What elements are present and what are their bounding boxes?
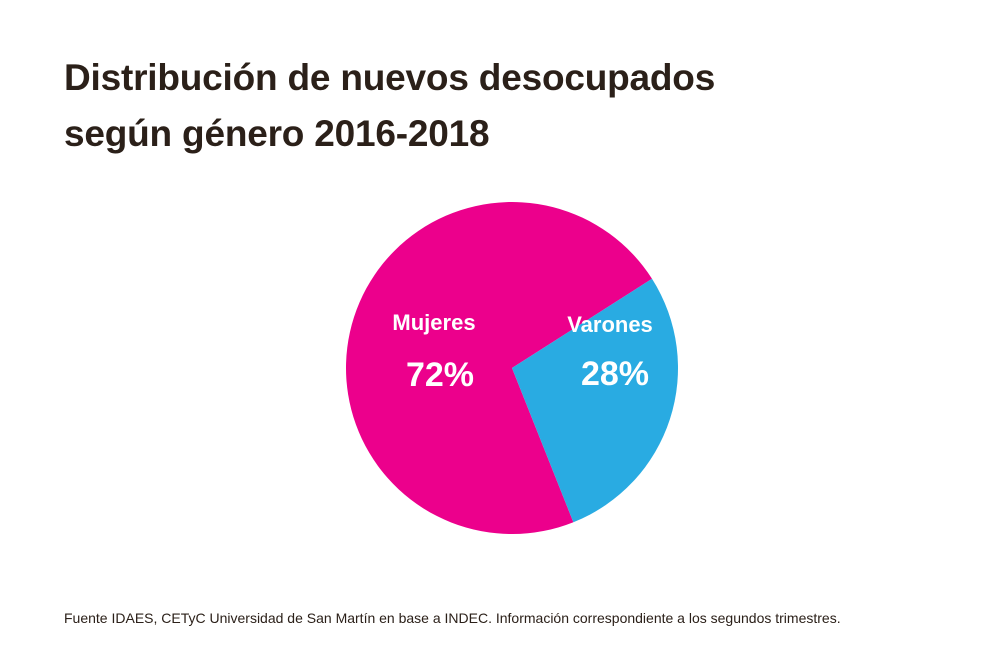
- source-note: Fuente IDAES, CETyC Universidad de San M…: [64, 610, 841, 626]
- chart-title-line-2: según género 2016-2018: [64, 113, 490, 154]
- pie-slice-mujeres: [345, 202, 652, 535]
- slice-label-mujeres: Mujeres: [392, 310, 475, 335]
- chart-title-line-1: Distribución de nuevos desocupados: [64, 57, 716, 98]
- slice-label-varones: Varones: [567, 312, 653, 337]
- pie-slices: [345, 202, 678, 535]
- chart-title: Distribución de nuevos desocupados según…: [64, 50, 864, 162]
- slice-value-varones: 28%: [581, 355, 649, 393]
- pie-slice-varones: [512, 278, 678, 523]
- pie-labels: Mujeres 72% Varones 28%: [392, 310, 652, 394]
- slice-value-mujeres: 72%: [406, 356, 474, 394]
